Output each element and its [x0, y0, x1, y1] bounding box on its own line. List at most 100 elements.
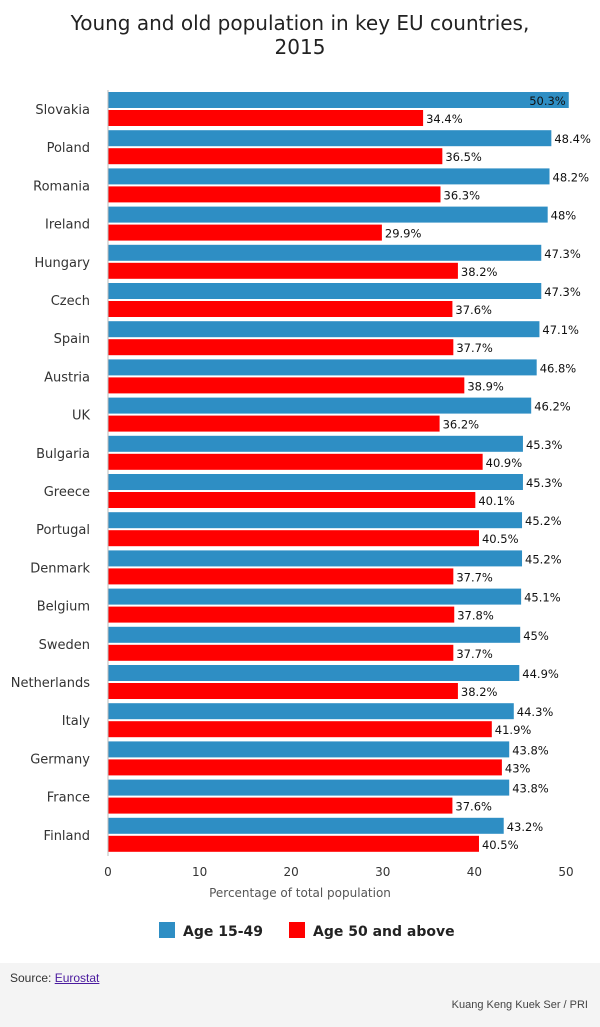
bar-age-15-49-ireland — [108, 206, 548, 223]
bar-age-15-49-italy — [108, 703, 514, 720]
category-label-denmark: Denmark — [30, 561, 90, 576]
category-label-spain: Spain — [54, 332, 90, 347]
bar-age-15-49-bulgaria — [108, 435, 523, 452]
bar-age-15-49-slovakia — [108, 92, 569, 108]
chart-title-line-1: Young and old population in key EU count… — [70, 11, 530, 35]
category-label-czech: Czech — [51, 294, 90, 309]
bar-age-50-and-above-slovakia — [108, 110, 424, 126]
data-label-age-15-49-netherlands: 44.9% — [522, 667, 559, 681]
data-label-age-50-and-above-hungary: 38.2% — [461, 265, 498, 279]
data-label-age-15-49-belgium: 45.1% — [524, 591, 561, 605]
bar-age-15-49-belgium — [108, 588, 522, 605]
x-tick-label-0: 0 — [104, 865, 112, 879]
category-label-portugal: Portugal — [36, 523, 90, 538]
category-label-belgium: Belgium — [37, 600, 90, 615]
data-label-age-15-49-austria: 46.8% — [540, 361, 577, 375]
category-label-greece: Greece — [44, 485, 90, 500]
data-label-age-15-49-portugal: 45.2% — [525, 514, 562, 528]
bar-age-15-49-sweden — [108, 626, 521, 643]
category-label-romania: Romania — [33, 179, 90, 194]
data-label-age-15-49-sweden: 45% — [523, 629, 549, 643]
x-tick-label-40: 40 — [467, 865, 482, 879]
data-label-age-15-49-spain: 47.1% — [542, 323, 579, 337]
category-label-sweden: Sweden — [39, 638, 90, 653]
data-label-age-50-and-above-greece: 40.1% — [478, 494, 515, 508]
data-label-age-15-49-bulgaria: 45.3% — [526, 438, 563, 452]
bar-age-50-and-above-sweden — [108, 644, 454, 661]
data-label-age-50-and-above-finland: 40.5% — [482, 838, 519, 852]
data-label-age-50-and-above-romania: 36.3% — [444, 188, 481, 202]
bar-age-50-and-above-germany — [108, 759, 502, 776]
data-label-age-50-and-above-portugal: 40.5% — [482, 532, 519, 546]
bar-age-15-49-netherlands — [108, 665, 520, 681]
chart: Young and old population in key EU count… — [11, 11, 591, 940]
bar-age-15-49-hungary — [108, 244, 542, 261]
chart-title-line-2: 2015 — [275, 35, 326, 59]
bar-age-15-49-austria — [108, 359, 537, 376]
data-label-age-15-49-romania: 48.2% — [553, 170, 590, 184]
category-label-ireland: Ireland — [45, 218, 90, 233]
credit-line: Kuang Keng Kuek Ser / PRI — [451, 999, 588, 1011]
source-link[interactable]: Eurostat — [54, 971, 100, 985]
bar-age-50-and-above-spain — [108, 339, 454, 356]
bar-age-15-49-france — [108, 779, 510, 796]
legend-label-age-15-49[interactable]: Age 15-49 — [183, 924, 263, 940]
bar-age-50-and-above-austria — [108, 377, 465, 394]
x-axis: 0 10 20 30 40 50 — [104, 90, 574, 879]
data-label-age-50-and-above-italy: 41.9% — [495, 723, 532, 737]
category-label-hungary: Hungary — [34, 256, 90, 271]
bar-age-15-49-poland — [108, 130, 552, 147]
category-label-austria: Austria — [44, 370, 90, 385]
data-label-age-15-49-ireland: 48% — [551, 209, 577, 223]
data-label-age-50-and-above-france: 37.6% — [455, 800, 492, 814]
data-label-age-15-49-greece: 45.3% — [526, 476, 563, 490]
x-tick-label-50: 50 — [558, 865, 573, 879]
bar-age-50-and-above-hungary — [108, 262, 458, 279]
bar-age-50-and-above-netherlands — [108, 683, 458, 699]
bar-age-15-49-spain — [108, 321, 540, 338]
bar-age-50-and-above-romania — [108, 186, 441, 203]
bar-age-15-49-finland — [108, 817, 504, 834]
footer: Source: Eurostat Kuang Keng Kuek Ser / P… — [0, 963, 600, 1027]
legend-swatch-age-50-and-above[interactable] — [289, 922, 305, 938]
x-axis-label: Percentage of total population — [209, 886, 391, 900]
data-label-age-50-and-above-germany: 43% — [505, 761, 531, 775]
bar-age-15-49-denmark — [108, 550, 523, 567]
data-label-age-50-and-above-spain: 37.7% — [456, 341, 493, 355]
bar-age-50-and-above-denmark — [108, 568, 454, 585]
data-label-age-15-49-italy: 44.3% — [517, 705, 554, 719]
bar-age-50-and-above-uk — [108, 415, 440, 432]
x-tick-label-20: 20 — [284, 865, 299, 879]
bar-age-15-49-czech — [108, 283, 542, 299]
data-label-age-15-49-poland: 48.4% — [554, 132, 591, 146]
data-label-age-15-49-finland: 43.2% — [507, 820, 544, 834]
legend: Age 15-49 Age 50 and above — [159, 922, 455, 940]
bar-age-15-49-romania — [108, 168, 550, 185]
bar-age-50-and-above-poland — [108, 148, 443, 165]
legend-label-age-50-and-above[interactable]: Age 50 and above — [313, 924, 455, 940]
data-label-age-50-and-above-czech: 37.6% — [455, 303, 492, 317]
x-tick-label-30: 30 — [375, 865, 390, 879]
bar-age-50-and-above-ireland — [108, 224, 382, 241]
legend-swatch-age-15-49[interactable] — [159, 922, 175, 938]
data-label-age-50-and-above-netherlands: 38.2% — [461, 685, 498, 699]
bar-age-50-and-above-italy — [108, 721, 492, 738]
bar-age-50-and-above-finland — [108, 835, 479, 852]
data-label-age-15-49-czech: 47.3% — [544, 285, 581, 299]
data-label-age-50-and-above-austria: 38.9% — [467, 379, 504, 393]
data-label-age-15-49-slovakia: 50.3% — [529, 94, 566, 108]
category-label-france: France — [47, 791, 90, 806]
bar-age-50-and-above-bulgaria — [108, 453, 483, 470]
data-label-age-50-and-above-ireland: 29.9% — [385, 227, 422, 241]
bar-age-50-and-above-greece — [108, 492, 476, 508]
data-label-age-50-and-above-bulgaria: 40.9% — [486, 456, 523, 470]
data-label-age-15-49-uk: 46.2% — [534, 400, 571, 414]
source-prefix: Source: — [10, 971, 55, 985]
data-label-age-15-49-france: 43.8% — [512, 782, 549, 796]
data-label-age-50-and-above-poland: 36.5% — [445, 150, 482, 164]
category-label-uk: UK — [72, 409, 91, 424]
bar-age-50-and-above-belgium — [108, 606, 455, 623]
bar-age-15-49-uk — [108, 397, 532, 414]
bar-age-50-and-above-czech — [108, 301, 453, 317]
plot-area: Slovakia 50.3% 34.4% Poland 48.4% 36.5% Romani… — [11, 92, 591, 852]
